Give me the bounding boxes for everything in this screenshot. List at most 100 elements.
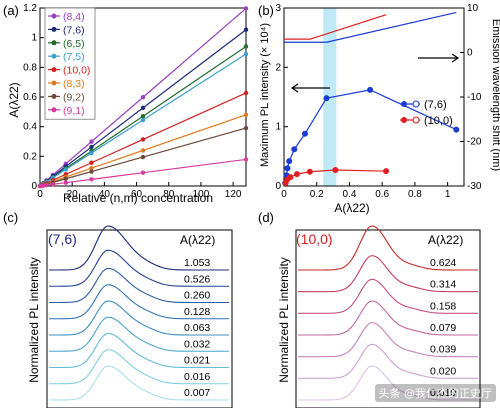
panel-b-legend-open-marker — [412, 100, 420, 108]
panel-b-arrow-right — [418, 53, 460, 63]
panel-a-legend-label: (7,5) — [63, 51, 85, 63]
panel-a-point — [89, 150, 94, 156]
panel-b-legend-filled-marker — [401, 101, 407, 107]
panel-b-xtick-label: 0.8 — [408, 189, 422, 200]
panel-d-title: (10,0) — [296, 231, 333, 247]
panel-a-ytick-label: 1 — [31, 33, 37, 44]
panel-c: 1.053 0.526 0.260 0.128 0.063 0.032 0.021 0.016… — [46, 225, 233, 408]
panel-a-point — [243, 27, 249, 32]
panel-a-point — [140, 154, 146, 160]
panel-c-spectrum-label: 0.526 — [184, 273, 210, 285]
panel-b-xtick-label: 0 — [281, 189, 287, 200]
panel-a-legend-marker — [51, 40, 57, 46]
panel-c-ylabel: Normalized PL intensity — [27, 257, 41, 383]
panel-a-point — [50, 182, 56, 187]
panel-b-xtick-label: 0.2 — [310, 189, 324, 200]
panel-d-spectrum-label: 0.020 — [430, 365, 456, 377]
panel-a-xlabel: Relative (n,m) concentration — [63, 191, 213, 205]
panel-c-spectrum — [48, 365, 229, 401]
panel-c-spectrum — [48, 316, 229, 352]
panel-a-point — [89, 166, 94, 171]
panel-a-legend-label: (9,2) — [63, 91, 85, 103]
panel-a-point — [89, 144, 94, 150]
panel-c-spectrum-label: 0.128 — [184, 306, 210, 318]
panel-a-legend-label: (8,3) — [63, 78, 85, 90]
panel-c-spectrum-label: 1.053 — [184, 257, 210, 269]
panel-d-spectrum — [298, 278, 478, 314]
panel-b-arrow-left — [290, 83, 330, 93]
panel-a-point — [44, 182, 49, 188]
panel-a-legend-label: (9,1) — [63, 105, 85, 117]
panel-a-point — [140, 170, 146, 175]
panel-c-spectrum-label: 0.032 — [184, 338, 210, 350]
panel-c-frame — [46, 229, 233, 408]
panel-d-spectrum — [298, 225, 478, 271]
panel-d-spectrum-label: 0.079 — [430, 322, 456, 334]
panel-a-legend-label: (7,6) — [63, 24, 85, 36]
panel-c-spectrum-label: 0.063 — [184, 322, 210, 334]
panel-a-legend-marker — [51, 107, 57, 113]
panel-a-label: (a) — [3, 3, 19, 18]
panel-d-spectrum — [298, 300, 478, 336]
panel-a-xtick-label: 120 — [225, 189, 242, 200]
panel-d-spectrum — [298, 343, 478, 379]
panel-b-ytick-right-label: -20 — [467, 137, 482, 148]
panel-a-ytick-label: 0.4 — [23, 122, 37, 133]
panel-a-xtick-label: 60 — [131, 189, 143, 200]
panel-a-ytick-label: 0.6 — [23, 92, 37, 103]
panel-b-frame — [283, 7, 465, 187]
panel-b-intensity-point — [301, 130, 308, 137]
panel-b-ytick-right-label: 0 — [467, 48, 473, 59]
panel-b-intensity-point — [453, 126, 460, 133]
panel-d-spectrum-label: 0.314 — [430, 279, 456, 291]
panel-b-intensity-point — [306, 168, 313, 175]
panel-b-intensity-point — [284, 165, 291, 172]
panel-b-shift-line — [284, 14, 387, 40]
panel-a-xtick-label: 40 — [99, 189, 111, 200]
watermark: 头条 @我仁杰的正史厅 — [374, 384, 496, 402]
panel-c-spectrum — [48, 349, 229, 385]
panel-b-ytick-label: 3 — [275, 3, 281, 14]
panel-a-legend-marker — [51, 93, 57, 99]
panel-b-ytick-right-label: -10 — [467, 92, 482, 103]
panel-a-point — [140, 105, 146, 111]
panel-b-intensity-point — [293, 171, 300, 178]
panel-c-spectrum — [48, 332, 229, 369]
panel-c-label-header: A(λ22) — [180, 233, 215, 247]
panel-b-ytick-label: 2 — [275, 62, 281, 73]
panel-d-spectrum — [298, 255, 478, 293]
panel-a-legend-label: (8,4) — [63, 11, 85, 23]
panel-d-label-header: A(λ22) — [428, 233, 463, 247]
panel-a-point — [243, 90, 249, 96]
panel-a-legend — [44, 7, 96, 120]
panel-c-title: (7,6) — [48, 231, 77, 247]
panel-b-xtick-label: 1 — [445, 189, 451, 200]
panel-d-frame — [295, 229, 481, 408]
panel-b-intensity-point — [286, 158, 293, 165]
panel-a-xtick-label: 80 — [163, 189, 175, 200]
panel-a-point — [63, 167, 68, 172]
panel-b-legend-label: (10,0) — [424, 115, 453, 127]
panel-a-point — [243, 112, 249, 118]
panel-a-ytick-label: 0.2 — [23, 151, 37, 162]
panel-b: 0 0.2 0.4 0.6 0.8 10123-30-20-10010(7,6)(10,0… — [275, 3, 481, 200]
panel-a-xtick-label: 100 — [193, 189, 210, 200]
panel-a-legend-marker — [51, 26, 57, 32]
panel-c-spectrum — [48, 300, 229, 336]
panel-a-point — [243, 51, 249, 57]
panel-d-spectrum-label: 0.158 — [430, 300, 456, 312]
panel-b-ylabel-right: Emission wavelength shift (nm) — [490, 19, 500, 171]
panel-b-ytick-label: 0 — [275, 181, 281, 192]
panel-d-label: (d) — [258, 210, 274, 225]
panel-a-point — [63, 180, 68, 185]
panel-a-ylabel: A(λ22) — [7, 82, 21, 117]
panel-b-xlabel: A(λ22) — [334, 201, 369, 215]
panel-c-spectrum-label: 0.016 — [184, 371, 210, 383]
panel-a-ytick-label: 0.8 — [23, 62, 37, 73]
panel-c-spectrum-label: 0.021 — [184, 355, 210, 367]
panel-a-point — [89, 177, 94, 182]
panel-a-point — [140, 148, 146, 153]
panel-a-legend-label: (6,5) — [63, 38, 85, 50]
panel-b-intensity-point — [287, 174, 294, 181]
panel-a-point — [243, 6, 249, 11]
